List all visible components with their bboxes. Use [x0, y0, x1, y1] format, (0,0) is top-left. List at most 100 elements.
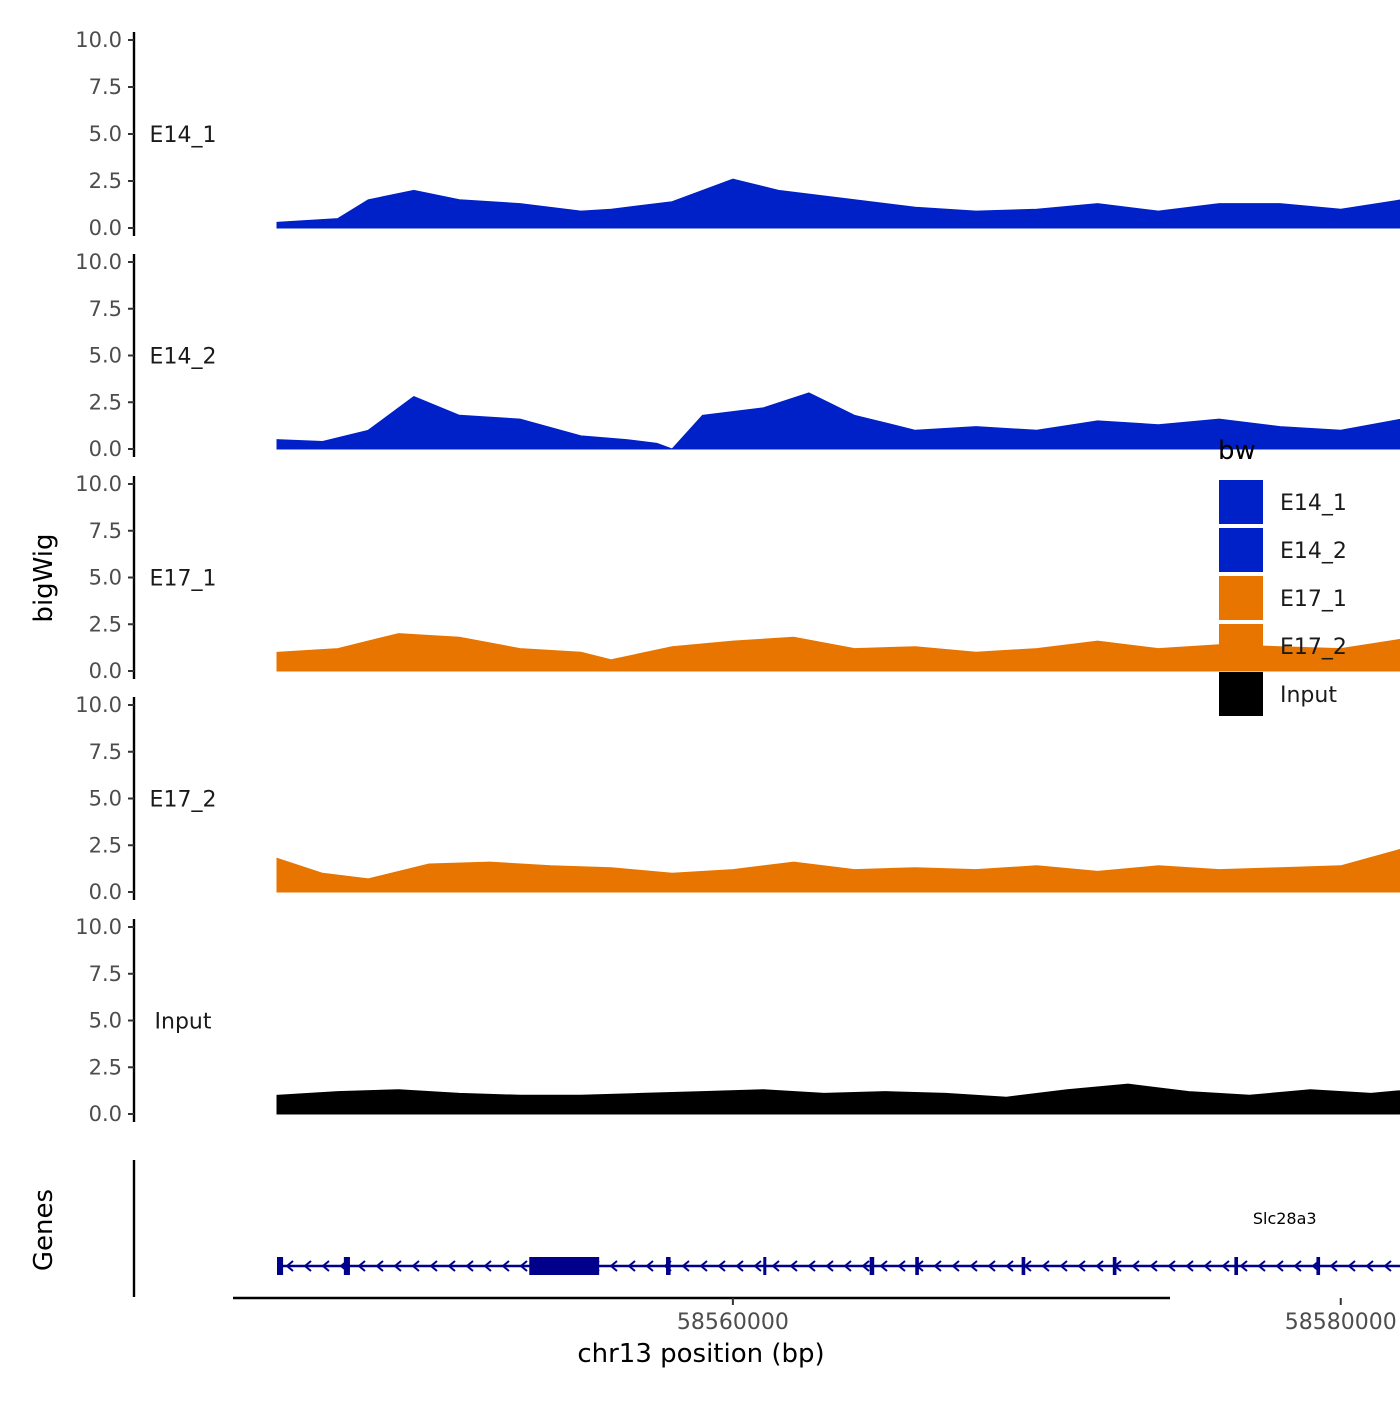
strand-arrow [1095, 1260, 1104, 1272]
gene-exon [1021, 1257, 1026, 1275]
strand-arrow [1329, 1260, 1338, 1272]
strand-arrow [627, 1260, 636, 1272]
y-tick-label: 5.0 [89, 787, 122, 811]
gene-exon [763, 1257, 767, 1275]
y-tick-label: 2.5 [89, 1055, 122, 1079]
gene-exon [1316, 1257, 1321, 1275]
gene-name-label: Slc28a3 [1253, 1209, 1317, 1228]
y-tick-label: 2.5 [89, 390, 122, 414]
y-tick-label: 2.5 [89, 612, 122, 636]
strand-arrow [717, 1260, 726, 1272]
strand-arrow [483, 1260, 492, 1272]
y-tick-label: 7.5 [89, 962, 122, 986]
y-tick-label: 5.0 [89, 1009, 122, 1033]
y-tick-label: 2.5 [89, 169, 122, 193]
strand-arrow [645, 1260, 654, 1272]
y-tick-label: 2.5 [89, 833, 122, 857]
series-area-E17_2 [276, 848, 1400, 893]
legend-swatch-E14_2 [1219, 528, 1263, 572]
legend-title: bw [1218, 436, 1256, 466]
strand-arrow [411, 1260, 420, 1272]
legend-label-E14_1: E14_1 [1280, 491, 1347, 516]
strand-arrow [933, 1260, 942, 1272]
y-tick-label: 10.0 [75, 693, 122, 717]
strand-arrow [393, 1260, 402, 1272]
strand-arrow [861, 1260, 870, 1272]
y-tick-label: 10.0 [75, 472, 122, 496]
gene-exon [869, 1257, 875, 1275]
strand-arrow [1041, 1260, 1050, 1272]
strand-arrow [879, 1260, 888, 1272]
series-area-E14_2 [276, 392, 1400, 450]
y-tick-label: 7.5 [89, 740, 122, 764]
strand-arrow [951, 1260, 960, 1272]
strand-arrow [1077, 1260, 1086, 1272]
strand-arrow [699, 1260, 708, 1272]
strand-arrow [303, 1260, 312, 1272]
gene-exon [1234, 1257, 1239, 1275]
y-tick-label: 0.0 [89, 659, 122, 683]
gene-exon [915, 1257, 919, 1275]
y-tick-label: 7.5 [89, 75, 122, 99]
legend-swatch-Input [1219, 672, 1263, 716]
y-tick-label: 10.0 [75, 28, 122, 52]
strand-arrow [1347, 1260, 1356, 1272]
strand-arrow [609, 1260, 618, 1272]
facet-label-E14_2: E14_2 [150, 345, 217, 370]
strand-arrow [1059, 1260, 1068, 1272]
strand-arrow [753, 1260, 762, 1272]
gene-exon [343, 1257, 350, 1275]
gene-exon [277, 1257, 284, 1275]
strand-arrow [465, 1260, 474, 1272]
y-tick-label: 5.0 [89, 566, 122, 590]
series-area-Input [276, 1083, 1400, 1115]
legend-label-E14_2: E14_2 [1280, 539, 1347, 564]
genes-track-label: Genes [29, 1189, 59, 1271]
strand-arrow [375, 1260, 384, 1272]
strand-arrow [969, 1260, 978, 1272]
strand-arrow [321, 1260, 330, 1272]
strand-arrow [1383, 1260, 1392, 1272]
legend-swatch-E17_2 [1219, 624, 1263, 668]
strand-arrow [681, 1260, 690, 1272]
legend-label-E17_2: E17_2 [1280, 635, 1347, 660]
gene-exon [1112, 1257, 1117, 1275]
legend-label-E17_1: E17_1 [1280, 587, 1347, 612]
strand-arrow [1239, 1260, 1248, 1272]
y-tick-label: 5.0 [89, 344, 122, 368]
strand-arrow [807, 1260, 816, 1272]
strand-arrow [1257, 1260, 1266, 1272]
strand-arrow [429, 1260, 438, 1272]
strand-arrow [1365, 1260, 1374, 1272]
strand-arrow [1149, 1260, 1158, 1272]
strand-arrow [1275, 1260, 1284, 1272]
strand-arrow [987, 1260, 996, 1272]
strand-arrow [789, 1260, 798, 1272]
y-tick-label: 0.0 [89, 1102, 122, 1126]
y-tick-label: 10.0 [75, 250, 122, 274]
x-tick-label: 58580000 [1285, 1310, 1397, 1335]
strand-arrow [897, 1260, 906, 1272]
series-area-E17_1 [276, 633, 1400, 672]
facet-label-E14_1: E14_1 [150, 123, 217, 148]
y-tick-label: 0.0 [89, 437, 122, 461]
strand-arrow [1185, 1260, 1194, 1272]
strand-arrow [357, 1260, 366, 1272]
gene-exon [666, 1257, 671, 1275]
gene-exon [529, 1257, 600, 1275]
strand-arrow [771, 1260, 780, 1272]
y-tick-label: 7.5 [89, 519, 122, 543]
legend-swatch-E14_1 [1219, 480, 1263, 524]
strand-arrow [1221, 1260, 1230, 1272]
strand-arrow [1293, 1260, 1302, 1272]
y-tick-label: 5.0 [89, 122, 122, 146]
y-tick-label: 0.0 [89, 216, 122, 240]
strand-arrow [843, 1260, 852, 1272]
series-area-E14_1 [276, 178, 1400, 229]
strand-arrow [1203, 1260, 1212, 1272]
strand-arrow [519, 1260, 528, 1272]
strand-arrow [825, 1260, 834, 1272]
x-axis-title: chr13 position (bp) [577, 1339, 824, 1369]
